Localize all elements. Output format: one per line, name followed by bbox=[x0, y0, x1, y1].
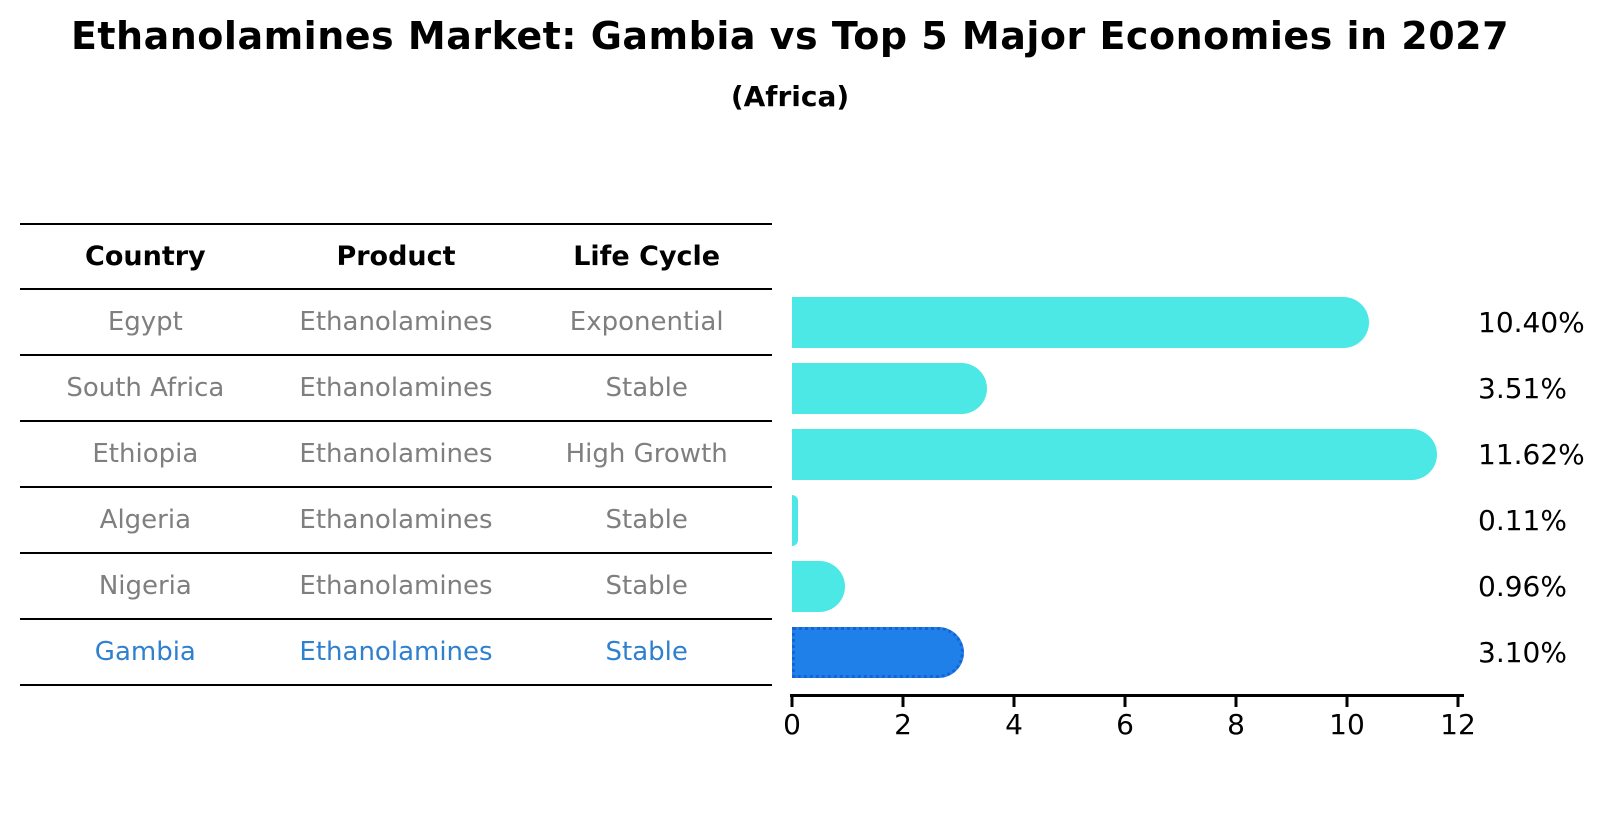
bar-highlight-gambia bbox=[792, 627, 965, 678]
table-cell-product: Ethanolamines bbox=[299, 571, 493, 601]
x-axis-tick-label: 0 bbox=[783, 708, 801, 741]
table-cell-lifecycle: Exponential bbox=[569, 307, 724, 337]
table-header-country: Country bbox=[85, 241, 206, 272]
bar-value-label: 0.96% bbox=[1478, 570, 1567, 603]
bar-row bbox=[792, 488, 1458, 554]
table-cell-country: Egypt bbox=[107, 307, 183, 337]
country-table: Country Product Life Cycle Egypt Ethanol… bbox=[20, 223, 772, 686]
x-axis-tick-mark bbox=[790, 697, 794, 707]
bar-value-label: 0.11% bbox=[1478, 504, 1567, 537]
bar-value-label: 10.40% bbox=[1478, 306, 1585, 339]
table-row: Ethiopia Ethanolamines High Growth bbox=[20, 422, 772, 488]
table-header-row: Country Product Life Cycle bbox=[20, 223, 772, 290]
bar-row bbox=[792, 356, 1458, 422]
bar-value-label: 3.51% bbox=[1478, 372, 1567, 405]
table-cell-product: Ethanolamines bbox=[299, 637, 493, 667]
x-axis-tick-label: 2 bbox=[894, 708, 912, 741]
bar bbox=[792, 495, 799, 546]
bar-value-label: 11.62% bbox=[1478, 438, 1585, 471]
table-cell-product: Ethanolamines bbox=[299, 505, 493, 535]
bar-value-label: 3.10% bbox=[1478, 636, 1567, 669]
table-cell-lifecycle: Stable bbox=[605, 637, 688, 667]
table-cell-product: Ethanolamines bbox=[299, 373, 493, 403]
table-row: South Africa Ethanolamines Stable bbox=[20, 356, 772, 422]
table-row: Egypt Ethanolamines Exponential bbox=[20, 290, 772, 356]
x-axis-tick-mark bbox=[901, 697, 905, 707]
table-cell-lifecycle: High Growth bbox=[565, 439, 728, 469]
table-cell-product: Ethanolamines bbox=[299, 439, 493, 469]
table-cell-lifecycle: Stable bbox=[605, 505, 688, 535]
x-axis-tick-label: 8 bbox=[1227, 708, 1245, 741]
table-cell-country: South Africa bbox=[66, 373, 225, 403]
table-cell-product: Ethanolamines bbox=[299, 307, 493, 337]
table-cell-lifecycle: Stable bbox=[605, 571, 688, 601]
bar-chart-plot-area bbox=[792, 290, 1458, 686]
x-axis-tick-label: 12 bbox=[1440, 708, 1476, 741]
bar bbox=[792, 561, 846, 612]
chart-subtitle: (Africa) bbox=[730, 80, 850, 113]
bar-row bbox=[792, 290, 1458, 356]
x-axis-tick-mark bbox=[1456, 697, 1460, 707]
bar bbox=[792, 363, 987, 414]
table-row: Algeria Ethanolamines Stable bbox=[20, 488, 772, 554]
bar-row bbox=[792, 554, 1458, 620]
table-cell-lifecycle: Stable bbox=[605, 373, 688, 403]
x-axis-tick-mark bbox=[1012, 697, 1016, 707]
bar-row bbox=[792, 422, 1458, 488]
bar bbox=[792, 297, 1370, 348]
table-header-product: Product bbox=[336, 241, 456, 272]
table-cell-country: Algeria bbox=[99, 505, 192, 535]
bar-row bbox=[792, 620, 1458, 686]
x-axis-tick-label: 10 bbox=[1329, 708, 1365, 741]
table-header-lifecycle: Life Cycle bbox=[573, 241, 721, 272]
x-axis-tick-label: 4 bbox=[1005, 708, 1023, 741]
table-cell-country: Gambia bbox=[94, 637, 196, 667]
x-axis-tick-mark bbox=[1234, 697, 1238, 707]
table-row: Nigeria Ethanolamines Stable bbox=[20, 554, 772, 620]
x-axis-line bbox=[790, 694, 1464, 697]
table-cell-country: Nigeria bbox=[98, 571, 192, 601]
x-axis-tick-mark bbox=[1123, 697, 1127, 707]
table-row: Gambia Ethanolamines Stable bbox=[20, 620, 772, 686]
x-axis-tick-label: 6 bbox=[1116, 708, 1134, 741]
table-cell-country: Ethiopia bbox=[92, 439, 199, 469]
table-body: Egypt Ethanolamines Exponential South Af… bbox=[20, 290, 772, 686]
bar bbox=[792, 429, 1437, 480]
x-axis-tick-mark bbox=[1345, 697, 1349, 707]
chart-title: Ethanolamines Market: Gambia vs Top 5 Ma… bbox=[70, 14, 1510, 58]
